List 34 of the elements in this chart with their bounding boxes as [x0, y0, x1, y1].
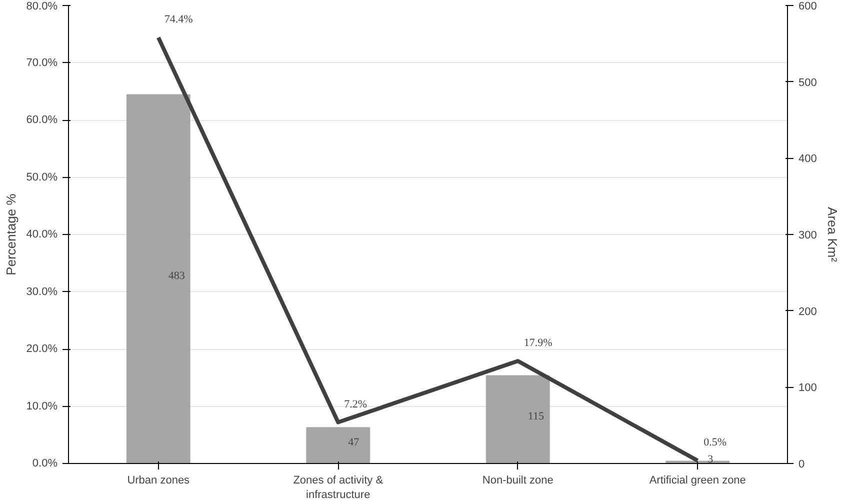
bar: [486, 375, 550, 464]
y-tick-label: 30.0%: [26, 286, 58, 298]
data-label: 3: [708, 453, 714, 466]
bar: [126, 94, 190, 464]
y-axis-title: Percentage %: [3, 193, 18, 276]
y-tick-label: 20.0%: [26, 343, 58, 355]
y-tick-label: 60.0%: [26, 114, 58, 126]
y2-tick-label: 600: [798, 0, 817, 12]
data-label: 47: [348, 436, 360, 449]
data-label: 483: [168, 270, 186, 282]
y-tick-label: 40.0%: [26, 228, 58, 240]
y-tick-label: 50.0%: [26, 171, 58, 184]
data-label: 74.4%: [164, 14, 193, 26]
x-tick-label: Urban zones: [127, 474, 190, 486]
y2-tick-label: 300: [798, 230, 817, 242]
bar: [306, 427, 370, 464]
y-tick-label: 10.0%: [26, 400, 58, 412]
x-tick-label: Non-built zone: [482, 474, 554, 486]
y-tick-label: 0.0%: [32, 458, 58, 470]
data-label: 115: [528, 410, 544, 423]
data-label: 7.2%: [344, 398, 368, 410]
y2-tick-label: 200: [798, 306, 817, 318]
y2-axis-title: Area Km²: [824, 207, 840, 263]
x-tick-label: Zones of activity & infrastructure: [293, 474, 384, 501]
y2-tick-label: 100: [798, 382, 817, 394]
y-tick-label: 80.0%: [26, 0, 58, 12]
y2-tick-label: 0: [798, 458, 805, 470]
line-series: [156, 36, 700, 463]
data-label: 17.9%: [524, 337, 552, 350]
y2-tick-label: 500: [798, 76, 817, 89]
y-tick-label: 70.0%: [26, 56, 58, 69]
y2-tick-label: 400: [798, 153, 817, 166]
x-tick-label: Artificial green zone: [649, 474, 746, 486]
data-label: 0.5%: [704, 436, 727, 449]
